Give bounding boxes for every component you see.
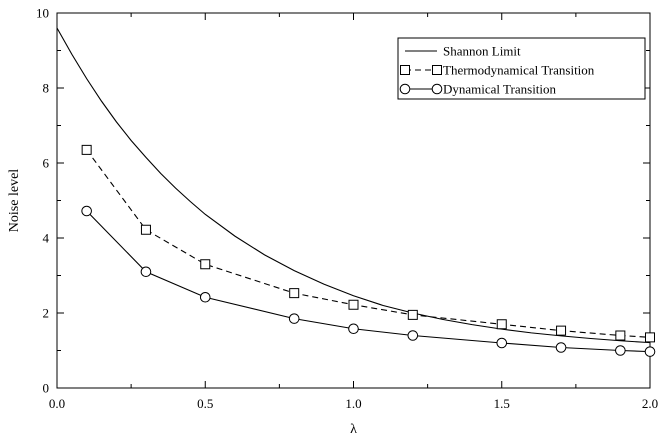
x-tick-label: 1.0 <box>345 396 361 411</box>
y-tick-label: 6 <box>43 156 50 171</box>
legend-marker <box>400 65 410 75</box>
legend-marker <box>399 83 411 95</box>
data-point-dynamical-transition <box>496 337 508 349</box>
series-group <box>56 27 656 357</box>
data-point-thermodynamical-transition <box>289 288 300 299</box>
legend-marker <box>432 65 442 75</box>
data-point-thermodynamical-transition <box>556 325 567 336</box>
y-tick-label: 8 <box>43 81 50 96</box>
legend-label: Thermodynamical Transition <box>443 63 595 78</box>
data-point-dynamical-transition <box>199 291 211 303</box>
x-tick-label: 1.5 <box>494 396 510 411</box>
x-tick-label: 0.5 <box>197 396 213 411</box>
data-point-thermodynamical-transition <box>200 259 211 270</box>
series-line-thermodynamical-transition <box>86 149 651 338</box>
data-point-dynamical-transition <box>615 345 626 356</box>
y-tick-label: 2 <box>43 306 50 321</box>
legend-label: Dynamical Transition <box>443 82 557 97</box>
data-point-thermodynamical-transition <box>407 309 418 320</box>
data-point-thermodynamical-transition <box>140 224 151 235</box>
data-point-thermodynamical-transition <box>496 319 507 330</box>
series-line-dynamical-transition <box>86 210 651 353</box>
data-point-thermodynamical-transition <box>348 299 359 310</box>
y-axis-label: Noise level <box>7 169 22 232</box>
data-point-dynamical-transition <box>288 313 300 324</box>
legend: Shannon Limit Thermodynamical Transition D… <box>397 37 646 100</box>
y-tick-label: 4 <box>43 231 50 246</box>
series-line-shannon-limit <box>56 27 651 344</box>
data-point-dynamical-transition <box>555 342 567 353</box>
axis-ticks: 0.0 0.5 1.0 1.5 2.0 0 2 4 6 8 10 <box>36 6 658 412</box>
y-tick-label: 10 <box>36 6 49 21</box>
legend-label: Shannon Limit <box>443 44 521 59</box>
x-tick-label: 2.0 <box>642 396 658 411</box>
x-axis-label: λ <box>350 422 357 437</box>
y-tick-label: 0 <box>43 381 50 396</box>
data-point-thermodynamical-transition <box>615 330 626 341</box>
data-point-dynamical-transition <box>644 346 656 357</box>
data-point-dynamical-transition <box>407 330 419 341</box>
legend-marker <box>431 83 443 95</box>
data-point-thermodynamical-transition <box>81 144 92 155</box>
x-tick-label: 0.0 <box>49 396 65 411</box>
data-point-dynamical-transition <box>348 323 359 335</box>
data-point-dynamical-transition <box>140 266 152 278</box>
data-point-thermodynamical-transition <box>645 332 655 343</box>
data-point-dynamical-transition <box>81 205 92 217</box>
